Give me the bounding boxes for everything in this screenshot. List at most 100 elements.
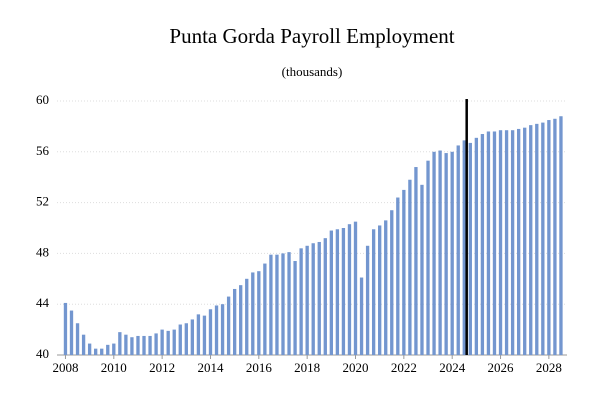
- x-tick-label: 2024: [439, 360, 466, 375]
- bar: [359, 277, 364, 355]
- bar: [184, 323, 188, 355]
- bar: [462, 140, 466, 355]
- x-tick-label: 2012: [149, 360, 175, 375]
- x-tick-label: 2022: [391, 360, 417, 375]
- y-tick-label: 48: [36, 244, 49, 259]
- bar: [317, 241, 321, 355]
- bar: [232, 288, 237, 355]
- bar: [426, 160, 430, 355]
- bar: [136, 335, 140, 355]
- bar: [81, 334, 86, 355]
- bar: [335, 229, 340, 355]
- bar: [154, 333, 158, 355]
- bar: [347, 224, 352, 355]
- bar: [287, 252, 291, 355]
- bar: [547, 120, 551, 355]
- bar: [118, 332, 122, 355]
- chart-subtitle: (thousands): [282, 64, 343, 79]
- bar: [293, 261, 297, 355]
- y-tick-label: 60: [36, 92, 49, 107]
- bar: [305, 245, 309, 355]
- bar: [202, 315, 207, 355]
- bar: [402, 189, 406, 355]
- bar: [166, 330, 170, 355]
- y-tick-label: 56: [36, 143, 50, 158]
- bar: [384, 220, 388, 355]
- bar: [390, 210, 394, 355]
- bar: [281, 253, 285, 355]
- bar: [378, 225, 382, 355]
- x-tick-label: 2028: [536, 360, 562, 375]
- bar: [269, 254, 273, 355]
- bar: [208, 309, 213, 355]
- bar: [420, 184, 424, 355]
- bar: [498, 130, 503, 355]
- bar: [468, 142, 472, 355]
- y-tick-label: 52: [36, 194, 49, 209]
- bar: [220, 304, 225, 355]
- bar: [130, 337, 134, 355]
- bar: [414, 167, 418, 355]
- bar: [456, 145, 460, 355]
- bar: [474, 137, 479, 355]
- bar: [69, 310, 74, 355]
- bar: [245, 278, 249, 355]
- bar: [559, 116, 563, 356]
- bar: [329, 230, 333, 355]
- bar: [516, 128, 521, 355]
- bar: [553, 118, 557, 355]
- bar: [63, 302, 68, 355]
- bar: [529, 125, 533, 355]
- bar: [365, 245, 370, 355]
- bar: [510, 130, 515, 355]
- bar: [523, 127, 527, 355]
- bar: [299, 248, 303, 355]
- chart-title: Punta Gorda Payroll Employment: [169, 24, 454, 48]
- bar: [239, 285, 243, 355]
- bar: [87, 343, 92, 355]
- x-tick-label: 2026: [488, 360, 515, 375]
- bar: [94, 348, 98, 355]
- bar: [196, 314, 201, 355]
- bar: [432, 151, 436, 355]
- bar: [444, 153, 448, 355]
- x-tick-label: 2010: [101, 360, 127, 375]
- bar: [214, 305, 219, 355]
- bar: [124, 334, 128, 355]
- bar: [450, 151, 454, 355]
- bar: [75, 323, 80, 355]
- y-tick-label: 44: [36, 295, 50, 310]
- bar: [504, 130, 509, 355]
- bar: [160, 329, 164, 355]
- bar: [408, 179, 412, 355]
- bar: [535, 123, 539, 355]
- bar: [541, 122, 545, 355]
- bar: [226, 296, 231, 355]
- bar: [353, 221, 358, 355]
- bar: [275, 254, 279, 355]
- bar: [492, 131, 497, 355]
- bar: [480, 134, 485, 355]
- bar: [396, 197, 400, 355]
- x-tick-label: 2008: [52, 360, 78, 375]
- bar: [371, 229, 376, 355]
- bar: [438, 150, 442, 355]
- bar: [251, 272, 255, 355]
- bar: [263, 263, 267, 355]
- bar: [172, 329, 176, 355]
- x-tick-label: 2020: [343, 360, 369, 375]
- bar: [323, 238, 327, 355]
- bar: [190, 319, 195, 355]
- bar: [486, 131, 491, 355]
- bar: [311, 243, 315, 355]
- bar: [257, 271, 261, 355]
- x-tick-label: 2014: [197, 360, 224, 375]
- bar: [106, 344, 110, 355]
- bar: [100, 348, 104, 355]
- x-tick-label: 2018: [294, 360, 320, 375]
- bar: [148, 335, 152, 355]
- x-tick-label: 2016: [246, 360, 273, 375]
- bar: [112, 343, 116, 355]
- y-tick-label: 40: [36, 346, 49, 361]
